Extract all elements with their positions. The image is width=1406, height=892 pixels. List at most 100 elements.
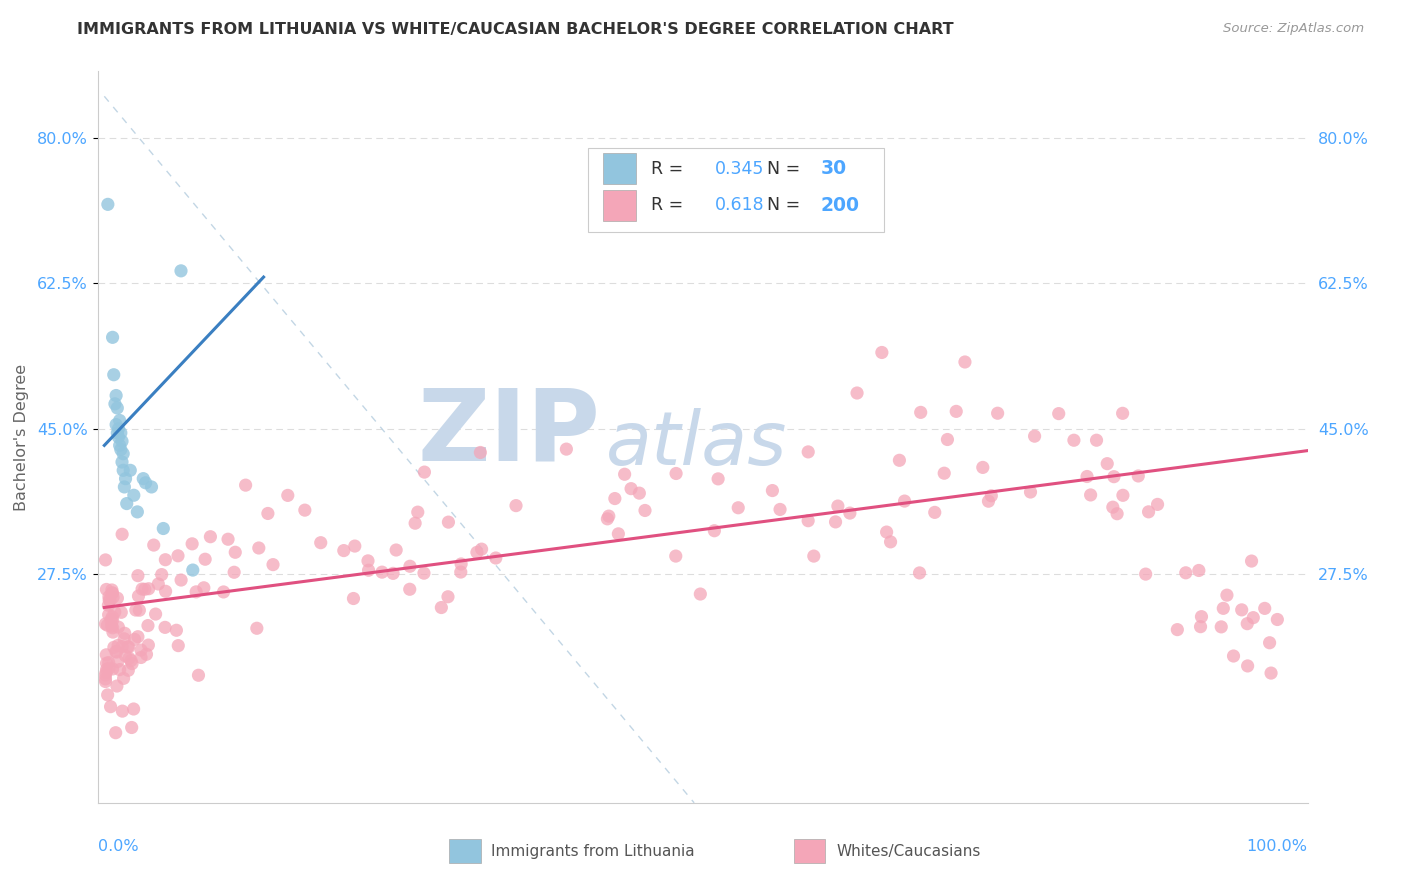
Point [100,619,122,633]
Point [114,626,136,640]
Point [107,422,129,436]
Point [110,605,132,619]
Point [1047,407,1070,421]
Point [437,590,460,604]
Point [101,662,124,676]
Point [398,582,420,597]
Point [107,639,129,653]
Point [838,506,860,520]
Point [357,554,380,568]
Point [114,648,136,663]
Point [101,330,124,344]
Point [1240,554,1263,568]
FancyBboxPatch shape [603,153,637,184]
Text: N =: N = [768,196,800,214]
Point [167,639,190,653]
Point [94,616,117,631]
Point [101,586,124,600]
Point [1063,434,1085,448]
Point [121,657,143,671]
Point [118,640,141,654]
Point [105,645,128,659]
Point [1258,636,1281,650]
Point [827,499,849,513]
Point [262,558,284,572]
Point [846,386,869,401]
Point [1102,469,1125,483]
Point [114,472,136,486]
Point [105,388,128,402]
Point [108,413,131,427]
Point [94,672,117,686]
Point [665,467,688,481]
Point [124,632,146,647]
Point [115,497,138,511]
Point [596,512,619,526]
Point [101,582,124,597]
Point [224,566,246,580]
Point [110,425,132,440]
Text: Whites/Caucasians: Whites/Caucasians [837,844,980,859]
Point [141,480,163,494]
Point [1230,603,1253,617]
Point [104,644,127,658]
Point [117,640,139,654]
Point [399,559,422,574]
Point [707,472,730,486]
Point [665,549,688,563]
Point [98,593,121,607]
Point [112,463,135,477]
Point [797,514,820,528]
Point [97,197,120,211]
Point [165,624,187,638]
Point [598,509,620,524]
Point [1216,588,1239,602]
Point [108,663,131,677]
Point [105,679,128,693]
Point [1107,507,1129,521]
Point [112,671,135,685]
Point [111,640,134,654]
Point [465,545,488,559]
Point [879,534,901,549]
Point [342,591,364,606]
Point [97,599,120,613]
Point [103,368,125,382]
Point [908,566,931,580]
Point [413,566,436,581]
Point [155,552,177,566]
Point [430,600,453,615]
Text: 0.345: 0.345 [716,160,765,178]
Point [105,417,128,432]
Point [277,488,299,502]
Point [450,565,472,579]
Point [634,503,657,517]
Text: N =: N = [768,160,800,178]
Point [181,563,204,577]
Point [727,500,749,515]
Point [1236,616,1258,631]
Point [142,538,165,552]
Point [977,494,1000,508]
Point [945,404,967,418]
Point [1211,620,1233,634]
Point [1236,659,1258,673]
Point [1101,500,1123,515]
Point [889,453,911,467]
Point [105,425,128,440]
Point [1146,497,1168,511]
Point [112,632,135,646]
Point [936,433,959,447]
Point [100,699,122,714]
Point [987,406,1010,420]
Point [101,591,124,605]
Point [413,465,436,479]
Point [953,355,976,369]
Point [129,643,152,657]
Point [870,345,893,359]
Point [105,401,128,415]
Point [471,542,494,557]
Point [127,630,149,644]
Point [212,585,235,599]
Text: Source: ZipAtlas.com: Source: ZipAtlas.com [1223,22,1364,36]
